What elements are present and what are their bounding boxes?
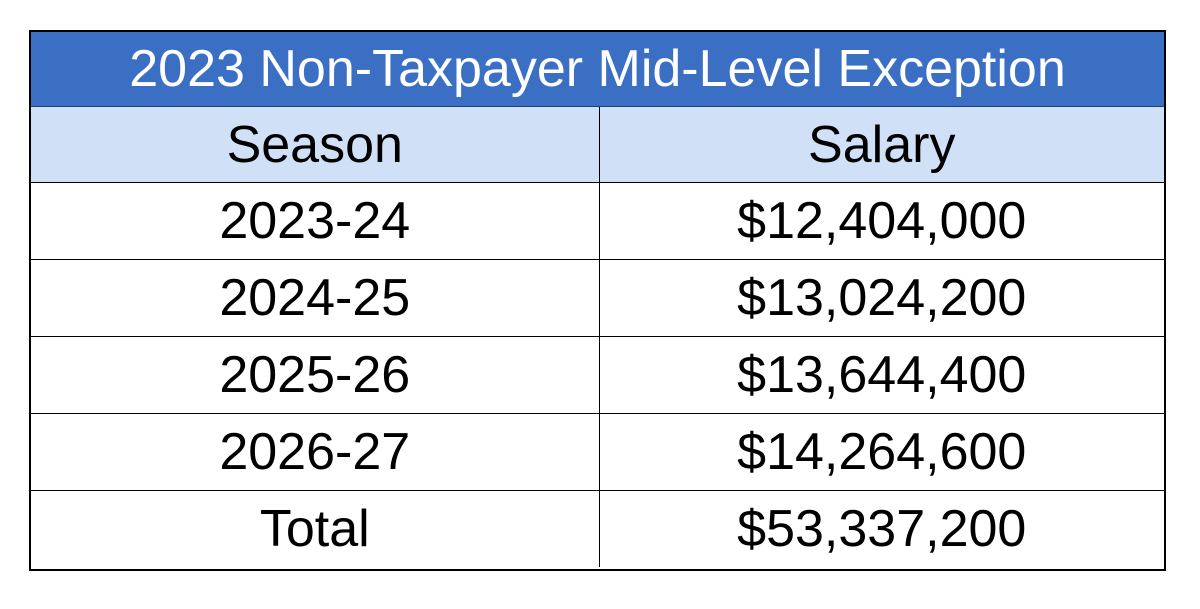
salary-table-frame: 2023 Non-Taxpayer Mid-Level Exception Se… xyxy=(29,30,1166,571)
header-row: Season Salary xyxy=(31,107,1164,183)
season-cell: 2024-25 xyxy=(31,259,600,337)
total-value: $53,337,200 xyxy=(598,490,1164,567)
table-row: 2025-26 $13,644,400 xyxy=(31,336,1164,414)
table-row: 2023-24 $12,404,000 xyxy=(31,182,1164,260)
header-season: Season xyxy=(31,107,600,183)
table-row: 2026-27 $14,264,600 xyxy=(31,413,1164,491)
salary-cell: $13,644,400 xyxy=(598,336,1164,414)
table-row: 2024-25 $13,024,200 xyxy=(31,259,1164,337)
season-cell: 2025-26 xyxy=(31,336,600,414)
total-row: Total $53,337,200 xyxy=(31,490,1164,567)
salary-cell: $13,024,200 xyxy=(598,259,1164,337)
season-cell: 2026-27 xyxy=(31,413,600,491)
salary-cell: $14,264,600 xyxy=(598,413,1164,491)
salary-cell: $12,404,000 xyxy=(598,182,1164,260)
table-title: 2023 Non-Taxpayer Mid-Level Exception xyxy=(31,32,1164,107)
season-cell: 2023-24 xyxy=(31,182,600,260)
total-label: Total xyxy=(31,490,600,567)
header-salary: Salary xyxy=(598,107,1164,183)
salary-table: Season Salary 2023-24 $12,404,000 2024-2… xyxy=(31,107,1164,567)
